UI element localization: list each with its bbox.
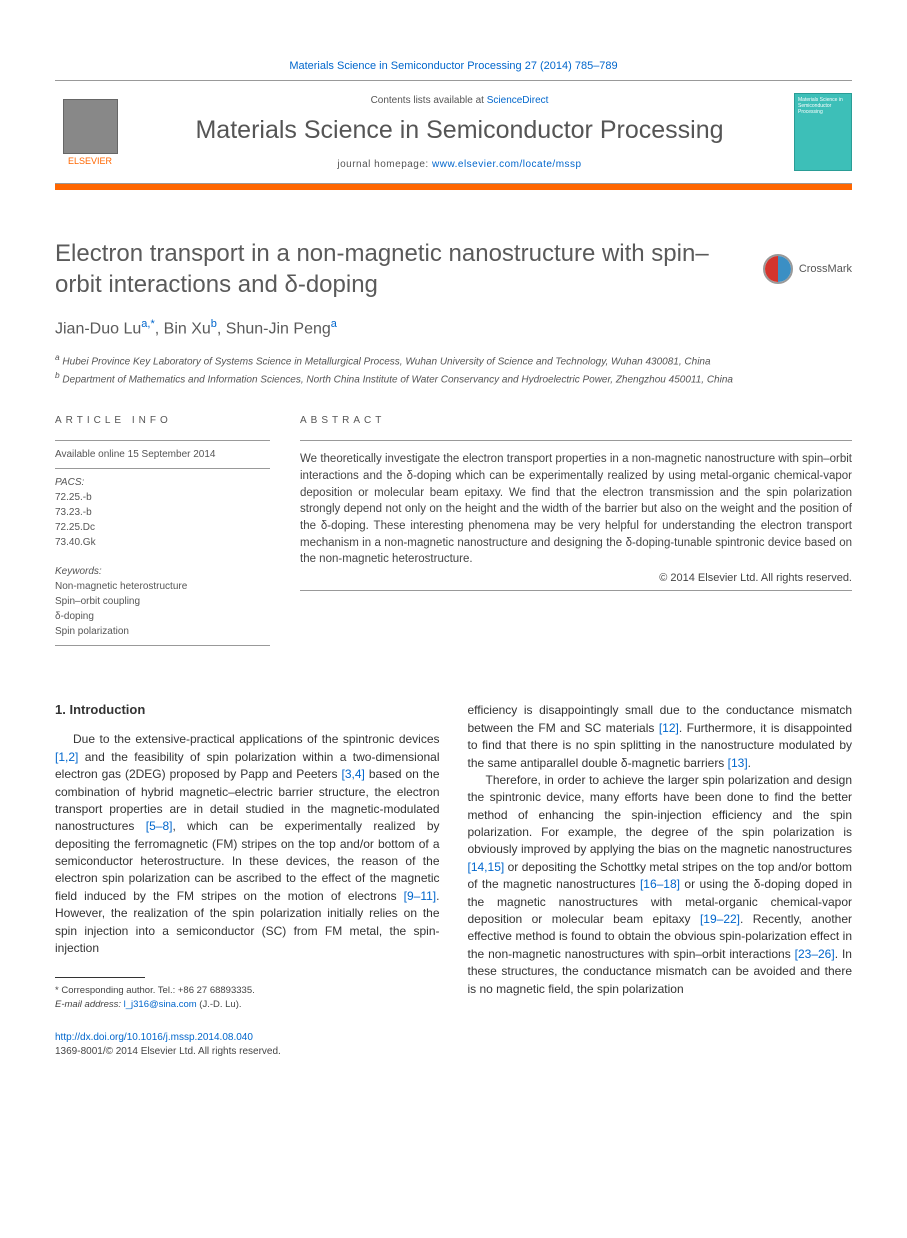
- right-column: efficiency is disappointingly small due …: [468, 702, 853, 1011]
- affiliation-b: b Department of Mathematics and Informat…: [55, 369, 852, 387]
- corresponding-author: * Corresponding author. Tel.: +86 27 688…: [55, 984, 440, 997]
- email-line: E-mail address: l_j316@sina.com (J.-D. L…: [55, 998, 440, 1011]
- issn-copyright: 1369-8001/© 2014 Elsevier Ltd. All right…: [55, 1045, 852, 1059]
- intro-text-right: efficiency is disappointingly small due …: [468, 702, 853, 998]
- ref-5-8[interactable]: [5–8]: [146, 819, 173, 833]
- homepage-link[interactable]: www.elsevier.com/locate/mssp: [432, 159, 582, 170]
- abstract-copyright: © 2014 Elsevier Ltd. All rights reserved…: [300, 572, 852, 584]
- divider: [300, 590, 852, 591]
- keywords-label: Keywords:: [55, 564, 270, 579]
- ref-1-2[interactable]: [1,2]: [55, 750, 78, 764]
- doi-link[interactable]: http://dx.doi.org/10.1016/j.mssp.2014.08…: [55, 1031, 852, 1045]
- pacs-label: PACS:: [55, 475, 270, 490]
- article-info-heading: ARTICLE INFO: [55, 415, 270, 434]
- divider: [55, 468, 270, 469]
- ref-12[interactable]: [12]: [659, 721, 679, 735]
- left-column: 1. Introduction Due to the extensive-pra…: [55, 702, 440, 1011]
- pacs-2: 72.25.Dc: [55, 520, 270, 535]
- homepage-line: journal homepage: www.elsevier.com/locat…: [125, 159, 794, 170]
- elsevier-tree-icon: [63, 99, 118, 154]
- affiliations: a Hubei Province Key Laboratory of Syste…: [55, 351, 852, 388]
- author-3-sup: a: [331, 318, 337, 330]
- available-online: Available online 15 September 2014: [55, 447, 270, 462]
- citation-header: Materials Science in Semiconductor Proce…: [55, 60, 852, 72]
- divider: [55, 440, 270, 441]
- keyword-0: Non-magnetic heterostructure: [55, 579, 270, 594]
- ref-16-18[interactable]: [16–18]: [640, 877, 680, 891]
- crossmark-label: CrossMark: [799, 263, 852, 275]
- author-1: Jian-Duo Lu: [55, 321, 141, 338]
- authors-line: Jian-Duo Lua,*, Bin Xub, Shun-Jin Penga: [55, 318, 852, 338]
- footnotes: * Corresponding author. Tel.: +86 27 688…: [55, 984, 440, 1011]
- ref-14-15[interactable]: [14,15]: [468, 860, 505, 874]
- keyword-1: Spin–orbit coupling: [55, 594, 270, 609]
- homepage-prefix: journal homepage:: [337, 159, 432, 170]
- affiliation-a: a Hubei Province Key Laboratory of Syste…: [55, 351, 852, 369]
- journal-header: ELSEVIER Contents lists available at Sci…: [55, 80, 852, 184]
- author-1-sup: a,*: [141, 318, 154, 330]
- article-info-column: ARTICLE INFO Available online 15 Septemb…: [55, 415, 270, 652]
- abstract-text: We theoretically investigate the electro…: [300, 451, 852, 568]
- ref-9-11[interactable]: [9–11]: [404, 889, 436, 903]
- journal-name: Materials Science in Semiconductor Proce…: [125, 116, 794, 145]
- pacs-1: 73.23.-b: [55, 505, 270, 520]
- ref-3-4[interactable]: [3,4]: [342, 767, 365, 781]
- author-3: Shun-Jin Peng: [226, 321, 331, 338]
- elsevier-label: ELSEVIER: [68, 156, 112, 166]
- divider: [55, 645, 270, 646]
- keyword-2: δ-doping: [55, 609, 270, 624]
- page-footer: http://dx.doi.org/10.1016/j.mssp.2014.08…: [55, 1031, 852, 1059]
- elsevier-logo: ELSEVIER: [55, 99, 125, 166]
- email-link[interactable]: l_j316@sina.com: [124, 999, 197, 1010]
- orange-divider: [55, 184, 852, 190]
- contents-prefix: Contents lists available at: [371, 95, 487, 106]
- abstract-column: ABSTRACT We theoretically investigate th…: [300, 415, 852, 652]
- pacs-3: 73.40.Gk: [55, 535, 270, 550]
- pacs-0: 72.25.-b: [55, 490, 270, 505]
- body-columns: 1. Introduction Due to the extensive-pra…: [55, 702, 852, 1011]
- contents-line: Contents lists available at ScienceDirec…: [125, 95, 794, 106]
- ref-19-22[interactable]: [19–22]: [700, 912, 740, 926]
- author-2: Bin Xu: [164, 321, 211, 338]
- intro-text-left: Due to the extensive-practical applicati…: [55, 731, 440, 957]
- journal-cover-thumb: Materials Science in Semiconductor Proce…: [794, 93, 852, 171]
- ref-13[interactable]: [13]: [728, 756, 748, 770]
- ref-23-26[interactable]: [23–26]: [795, 947, 835, 961]
- abstract-heading: ABSTRACT: [300, 415, 852, 434]
- intro-heading: 1. Introduction: [55, 702, 440, 717]
- author-2-sup: b: [211, 318, 217, 330]
- footnote-divider: [55, 977, 145, 978]
- crossmark-icon: [763, 254, 793, 284]
- article-title: Electron transport in a non-magnetic nan…: [55, 238, 743, 300]
- crossmark-badge[interactable]: CrossMark: [763, 238, 852, 300]
- divider: [300, 440, 852, 441]
- keyword-3: Spin polarization: [55, 624, 270, 639]
- sciencedirect-link[interactable]: ScienceDirect: [487, 95, 549, 106]
